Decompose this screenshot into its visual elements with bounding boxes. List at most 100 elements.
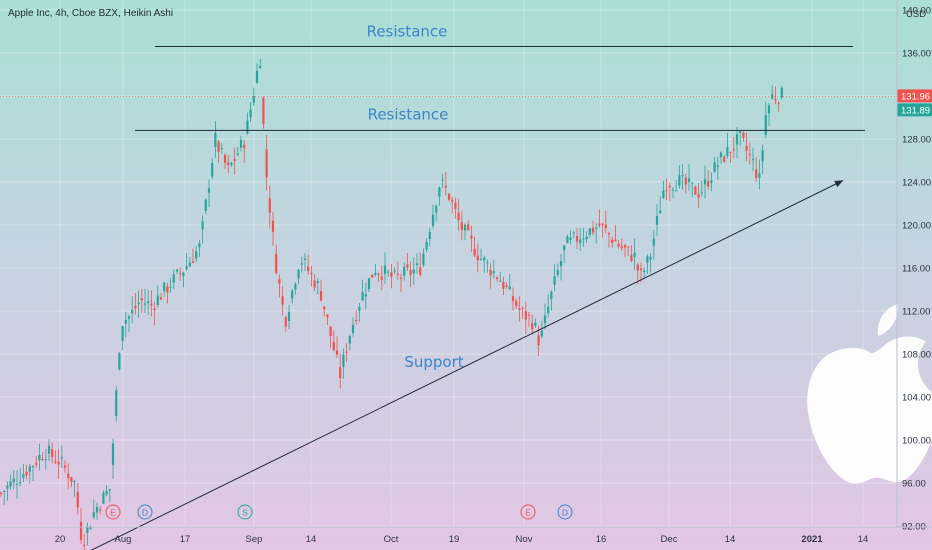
candle-down <box>601 223 604 225</box>
candle-up <box>563 245 566 251</box>
candle-up <box>534 322 537 326</box>
candle-up <box>553 276 556 285</box>
event-marker-dividend-2[interactable]: D <box>557 504 573 520</box>
candle-up <box>124 319 127 324</box>
candle-up <box>579 239 582 244</box>
candle-up <box>15 484 19 486</box>
svg-text:E: E <box>525 508 531 518</box>
candle-down <box>355 319 358 322</box>
candle-up <box>195 251 198 259</box>
candle-down <box>665 190 668 192</box>
candle-down <box>627 246 630 248</box>
resistance-label-lower: Resistance <box>368 105 449 123</box>
candle-down <box>451 199 454 202</box>
candle-down <box>284 317 287 327</box>
candle-down <box>575 236 579 242</box>
candle-down <box>406 264 409 268</box>
candle-up <box>508 286 511 290</box>
candle-up <box>73 480 76 482</box>
candle-up <box>764 115 767 135</box>
candle-up <box>12 478 15 483</box>
price-tick-label: 128.00 <box>902 135 931 146</box>
candle-down <box>623 245 627 248</box>
time-tick-label: Sep <box>246 534 263 545</box>
candle-up <box>220 147 223 150</box>
event-marker-split[interactable]: S <box>237 504 253 520</box>
candle-down <box>668 185 671 188</box>
candle-up <box>422 253 425 265</box>
candle-up <box>435 205 438 213</box>
candle-up <box>137 302 140 305</box>
candle-down <box>511 296 515 302</box>
candle-up <box>735 134 739 145</box>
candle-up <box>710 180 713 183</box>
candle-up <box>758 173 761 178</box>
candle-up <box>700 192 703 194</box>
candle-up <box>403 267 406 276</box>
time-tick-label: Nov <box>516 534 533 545</box>
candle-down <box>707 181 710 187</box>
candle-up <box>316 281 319 284</box>
candle-up <box>643 270 646 273</box>
candle-down <box>694 186 697 195</box>
candle-up <box>569 237 572 241</box>
candle-up <box>6 485 9 489</box>
candle-up <box>156 295 159 306</box>
candle-up <box>566 236 569 244</box>
candle-up <box>441 179 444 181</box>
candle-down <box>591 227 595 233</box>
candle-down <box>159 297 163 300</box>
trendline-arrowhead <box>834 180 843 188</box>
candle-down <box>755 169 758 179</box>
candle-down <box>460 222 463 230</box>
time-tick-label: 14 <box>725 534 736 545</box>
candle-up <box>22 474 25 478</box>
candle-up <box>646 256 649 263</box>
candle-down <box>620 246 623 249</box>
candle-down <box>70 477 73 482</box>
candle-down <box>505 285 508 287</box>
candle-up <box>143 303 147 305</box>
candle-up <box>367 278 371 290</box>
candle-up <box>95 507 99 513</box>
candle-up <box>348 336 351 344</box>
candle-up <box>713 162 716 172</box>
candle-up <box>115 390 118 416</box>
candle-up <box>719 152 723 158</box>
candle-up <box>662 190 665 198</box>
candle-down <box>524 311 527 320</box>
svg-text:D: D <box>142 508 148 518</box>
event-marker-earnings-1[interactable]: E <box>105 504 121 520</box>
candle-down <box>748 154 751 156</box>
candle-up <box>147 301 150 304</box>
candle-up <box>588 228 591 235</box>
event-marker-earnings-2[interactable]: E <box>520 504 536 520</box>
candle-down <box>329 326 332 337</box>
candle-up <box>169 286 172 288</box>
candle-up <box>102 492 105 504</box>
candle-down <box>76 491 79 508</box>
candle-down <box>774 99 777 101</box>
candle-down <box>335 350 339 355</box>
candle-down <box>489 269 492 276</box>
candle-up <box>111 443 115 465</box>
candle-up <box>547 306 550 314</box>
svg-text:D: D <box>562 508 568 518</box>
candle-down <box>614 239 617 242</box>
candle-up <box>559 261 563 267</box>
candle-up <box>47 445 51 454</box>
candle-down <box>531 323 534 330</box>
candle-up <box>214 132 217 148</box>
candle-up <box>556 270 559 275</box>
price-tick-label: 108.00 <box>902 350 931 361</box>
candle-down <box>607 233 611 235</box>
candle-up <box>671 189 675 191</box>
candle-up <box>60 456 63 459</box>
candle-up <box>483 257 486 261</box>
candle-down <box>150 303 153 306</box>
event-marker-dividend-1[interactable]: D <box>137 504 153 520</box>
candle-up <box>751 159 755 161</box>
time-axis[interactable]: 20 Aug 17 Sep 14 Oct 19 Nov 16 Dec 14 2021 14 <box>55 534 869 545</box>
support-trendline[interactable] <box>75 180 844 550</box>
